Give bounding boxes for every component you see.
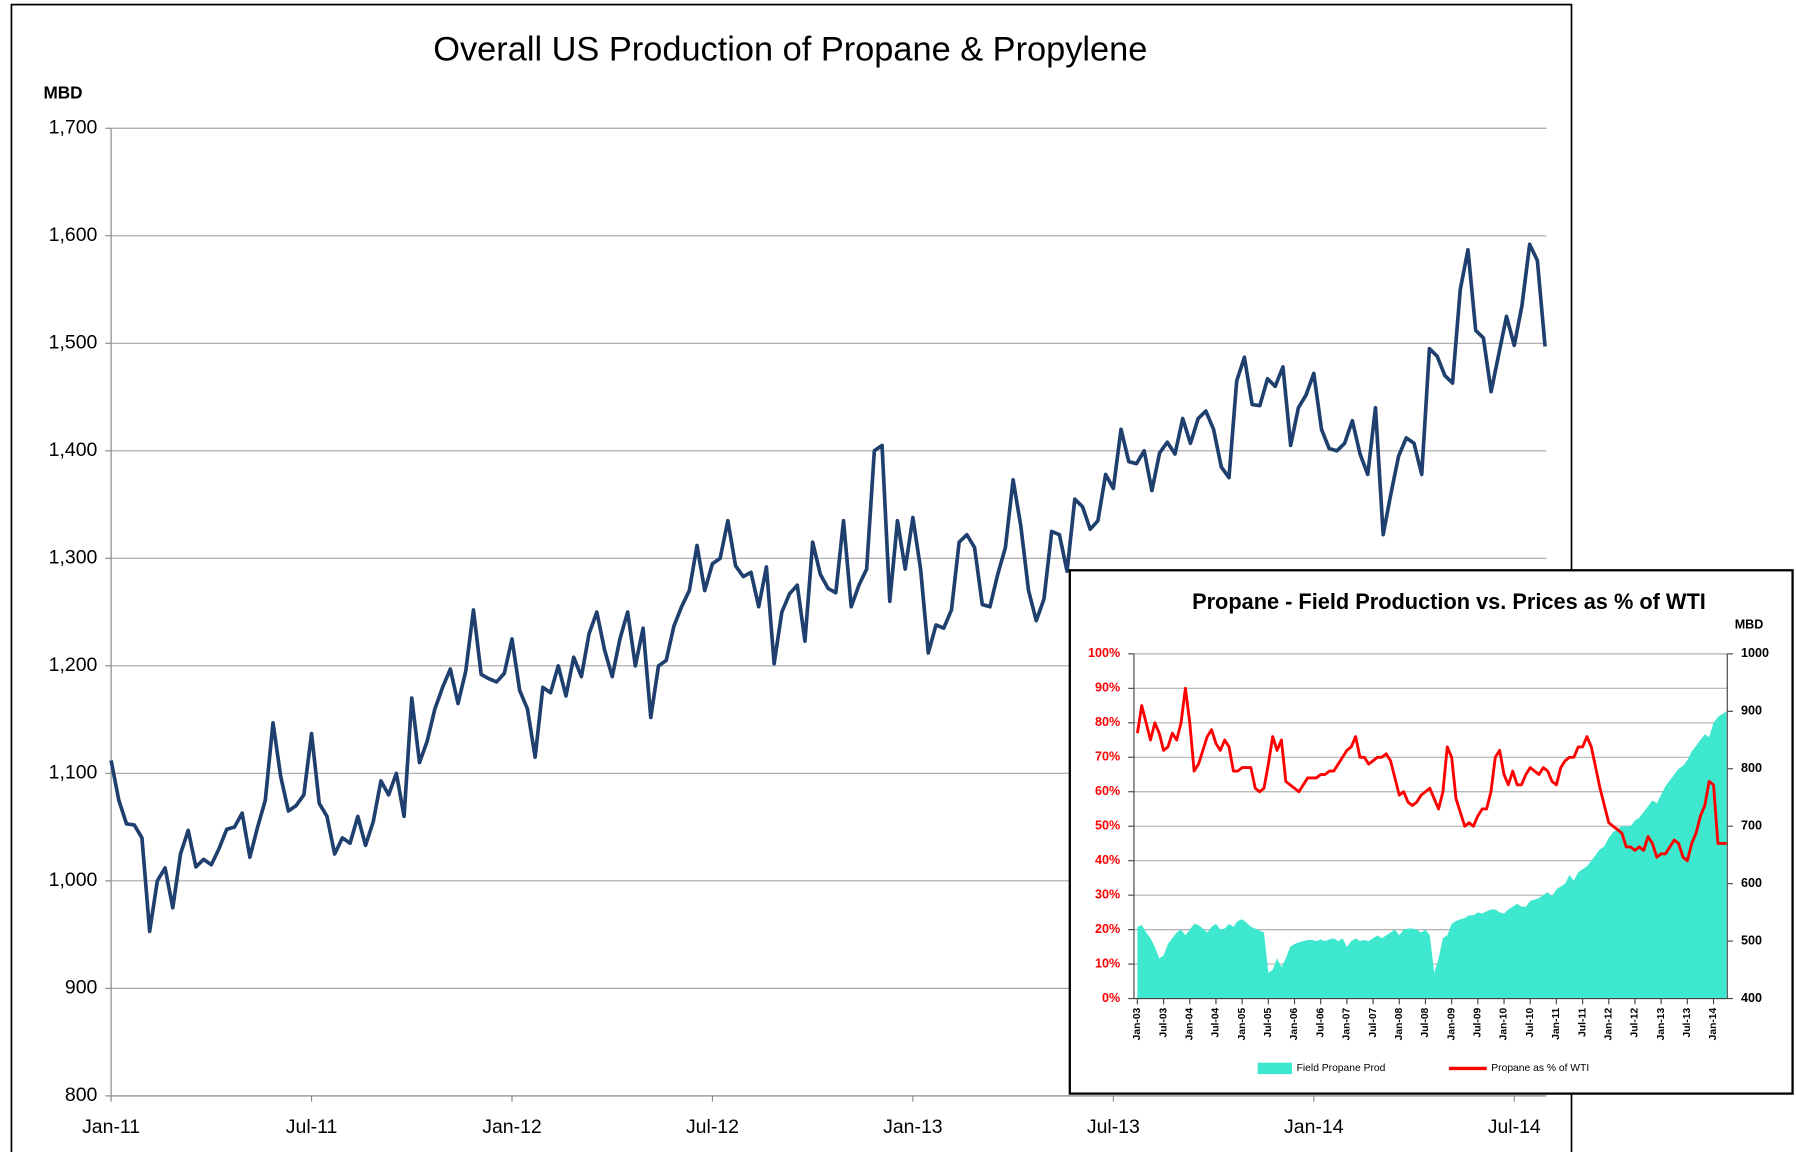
y-tick-label: 100% bbox=[1088, 646, 1120, 660]
x-tick-label: Jan-12 bbox=[1603, 1007, 1614, 1040]
x-tick-label: Jul-12 bbox=[686, 1116, 739, 1138]
x-tick-label: Jul-13 bbox=[1087, 1116, 1140, 1138]
line bbox=[109, 242, 1547, 934]
y2-tick-label: 700 bbox=[1741, 819, 1762, 833]
x-tick-label: Jan-14 bbox=[1284, 1116, 1344, 1138]
x-tick-label: Jan-03 bbox=[1132, 1007, 1143, 1040]
x-tick-label: Jan-12 bbox=[482, 1116, 541, 1138]
y-tick-label: 1,600 bbox=[49, 224, 98, 246]
x-tick-label: Jul-10 bbox=[1525, 1007, 1536, 1037]
y-tick-label: 800 bbox=[65, 1084, 98, 1106]
x-tick-label: Jul-12 bbox=[1630, 1007, 1641, 1037]
legend-label: Propane as % of WTI bbox=[1491, 1063, 1589, 1074]
y-tick-label: 30% bbox=[1095, 887, 1120, 901]
x-tick-label: Jan-14 bbox=[1708, 1007, 1719, 1040]
y-tick-label: 10% bbox=[1095, 956, 1120, 970]
x-tick-label: Jul-04 bbox=[1211, 1007, 1222, 1037]
y-tick-label: 1,200 bbox=[49, 654, 98, 676]
legend-label: Field Propane Prod bbox=[1297, 1063, 1386, 1074]
chart-title: Overall US Production of Propane & Propy… bbox=[433, 31, 1147, 69]
line bbox=[1135, 686, 1727, 863]
y-tick-label: 90% bbox=[1095, 681, 1120, 695]
x-tick-label: Jul-14 bbox=[1488, 1116, 1541, 1138]
y-tick-label: 80% bbox=[1095, 715, 1120, 729]
y-tick-label: 70% bbox=[1095, 750, 1120, 764]
x-tick-label: Jan-11 bbox=[1551, 1007, 1562, 1039]
area bbox=[1137, 711, 1727, 999]
x-tick-label: Jan-07 bbox=[1342, 1007, 1353, 1040]
y-tick-label: 20% bbox=[1095, 922, 1120, 936]
y-tick-label: 900 bbox=[65, 977, 98, 999]
x-tick-label: Jul-06 bbox=[1315, 1007, 1326, 1037]
y-tick-label: 60% bbox=[1095, 784, 1120, 798]
y-tick-label: 40% bbox=[1095, 853, 1120, 867]
main-chart: Overall US Production of Propane & Propy… bbox=[43, 31, 1547, 1138]
x-tick-label: Jul-09 bbox=[1473, 1007, 1484, 1037]
y2-tick-label: 600 bbox=[1741, 876, 1762, 890]
x-tick-label: Jul-13 bbox=[1682, 1007, 1693, 1037]
y-tick-label: 1,000 bbox=[49, 869, 98, 891]
x-tick-label: Jan-13 bbox=[1656, 1007, 1667, 1040]
y-tick-label: 0% bbox=[1102, 991, 1120, 1005]
y2-tick-label: 400 bbox=[1741, 991, 1762, 1005]
x-tick-label: Jul-11 bbox=[286, 1116, 338, 1138]
legend-swatch bbox=[1257, 1062, 1293, 1075]
x-tick-label: Jan-04 bbox=[1184, 1007, 1195, 1040]
x-tick-label: Jul-07 bbox=[1368, 1007, 1379, 1037]
y2-tick-label: 800 bbox=[1741, 761, 1762, 775]
x-tick-label: Jan-11 bbox=[82, 1116, 140, 1138]
x-tick-label: Jan-09 bbox=[1446, 1007, 1457, 1040]
y2-tick-label: 500 bbox=[1741, 933, 1762, 947]
x-tick-label: Jul-05 bbox=[1263, 1007, 1274, 1037]
y-tick-label: 1,400 bbox=[49, 439, 98, 461]
x-tick-label: Jan-06 bbox=[1289, 1007, 1300, 1040]
y2-axis-label: MBD bbox=[1735, 618, 1764, 632]
x-tick-label: Jan-13 bbox=[883, 1116, 942, 1138]
y-axis-label: MBD bbox=[43, 82, 82, 102]
y-tick-label: 1,700 bbox=[49, 116, 98, 138]
x-tick-label: Jan-05 bbox=[1237, 1007, 1248, 1040]
y2-tick-label: 900 bbox=[1741, 704, 1762, 718]
x-tick-label: Jul-08 bbox=[1420, 1007, 1431, 1037]
x-tick-label: Jul-03 bbox=[1158, 1007, 1169, 1037]
y-tick-label: 50% bbox=[1095, 819, 1120, 833]
x-tick-label: Jul-11 bbox=[1577, 1007, 1588, 1036]
inset-chart: Propane - Field Production vs. Prices as… bbox=[1088, 589, 1769, 1075]
x-tick-label: Jan-10 bbox=[1499, 1007, 1510, 1040]
y-tick-label: 1,500 bbox=[49, 331, 98, 353]
y2-tick-label: 1000 bbox=[1741, 646, 1769, 660]
y-tick-label: 1,300 bbox=[49, 546, 98, 568]
chart-title: Propane - Field Production vs. Prices as… bbox=[1192, 589, 1706, 614]
y-tick-label: 1,100 bbox=[49, 761, 98, 783]
x-tick-label: Jan-08 bbox=[1394, 1007, 1405, 1040]
